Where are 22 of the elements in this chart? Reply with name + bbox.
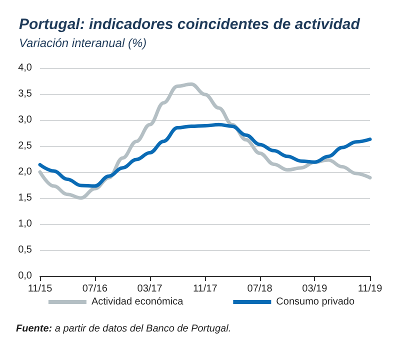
x-tick-label: 11/15 xyxy=(28,284,53,294)
y-tick-label: 0,5 xyxy=(18,244,32,256)
x-tick-label: 03/17 xyxy=(137,284,163,294)
x-tick-label: 03/19 xyxy=(302,284,328,294)
y-tick-label: 3,0 xyxy=(18,114,32,126)
line-series xyxy=(38,122,372,188)
y-tick-label: 1,0 xyxy=(18,218,32,230)
y-tick-label: 0,0 xyxy=(18,270,32,282)
x-tick-label: 07/18 xyxy=(247,284,273,294)
chart-title: Portugal: indicadores coincidentes de actividad xyxy=(19,16,361,33)
y-tick-label: 2,5 xyxy=(18,140,32,152)
x-tick-label: 11/17 xyxy=(192,284,218,294)
y-tick-label: 3,5 xyxy=(18,88,32,100)
legend-label: Consumo privado xyxy=(276,296,355,308)
legend-label: Actividad económica xyxy=(91,296,184,308)
x-tick-label: 07/16 xyxy=(82,284,108,294)
chart-subtitle: Variación interanual (%) xyxy=(19,36,147,50)
y-tick-label: 2,0 xyxy=(18,166,32,178)
source-note: Fuente: a partir de datos del Banco de Portugal. xyxy=(16,324,232,334)
y-tick-label: 4,0 xyxy=(18,62,32,74)
x-tick-label: 11/19 xyxy=(358,284,383,294)
y-tick-label: 1,5 xyxy=(18,192,32,204)
